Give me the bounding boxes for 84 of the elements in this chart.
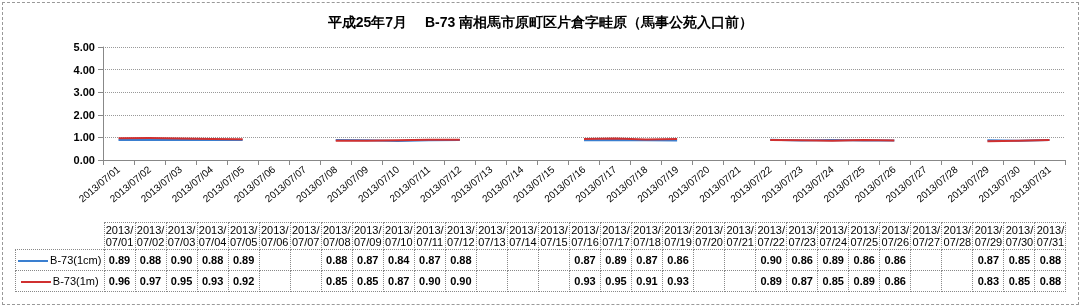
data-label: 0.90 [414, 270, 446, 292]
data-label: 0.88 [321, 249, 353, 271]
data-label: 0.88 [445, 249, 477, 271]
data-label: 0.88 [1034, 270, 1066, 292]
category-label: 2013/07/05 [229, 224, 258, 248]
category-label: 2013/07/27 [912, 224, 941, 248]
chart-title: 平成25年7月 B-73 南相馬市原町区片倉字畦原（馬事公苑入口前） [326, 14, 754, 30]
category-label: 2013/07/28 [943, 224, 972, 248]
category-label: 2013/07/18 [633, 224, 661, 248]
data-label: 0.89 [755, 270, 787, 292]
data-label: 0.88 [1034, 249, 1066, 271]
y-tick-label: 2.00 [73, 108, 95, 121]
data-label: 0.86 [879, 249, 911, 271]
category-label: 2013/07/21 [726, 224, 754, 248]
category-label: 2013/07/03 [167, 224, 196, 248]
data-label: 0.86 [662, 249, 694, 271]
category-label: 2013/07/30 [1005, 224, 1034, 248]
data-label: 0.89 [600, 249, 632, 271]
y-tick-label: 5.00 [73, 41, 95, 53]
data-label: 0.85 [352, 270, 384, 292]
y-tick-label: 1.00 [73, 131, 95, 144]
category-label: 2013/07/19 [664, 224, 692, 248]
data-label: 0.95 [166, 270, 198, 292]
data-label: 0.86 [786, 249, 818, 271]
data-label: 0.87 [786, 270, 818, 292]
category-label: 2013/07/14 [509, 224, 537, 248]
data-label: 0.90 [445, 270, 477, 292]
data-label: 0.87 [352, 249, 384, 271]
data-label: 0.87 [569, 249, 601, 271]
data-label: 0.89 [848, 270, 880, 292]
category-label: 2013/07/22 [757, 224, 785, 248]
category-label: 2013/07/26 [881, 224, 910, 248]
data-label: 0.85 [1003, 270, 1035, 292]
legend-label: B-73(1m) [15, 270, 104, 292]
y-tick-label: 4.00 [73, 63, 95, 76]
data-label: 0.95 [600, 270, 632, 292]
data-label: 0.90 [755, 249, 787, 271]
data-label: 0.91 [631, 270, 663, 292]
category-label: 2013/07/17 [602, 224, 630, 248]
category-label: 2013/07/01 [105, 224, 134, 248]
data-label: 0.85 [1003, 249, 1035, 271]
data-label: 0.86 [879, 270, 911, 292]
legend-label: B-73(1cm) [15, 249, 104, 271]
category-label: 2013/07/31 [1036, 224, 1065, 248]
data-label: 0.89 [817, 249, 849, 271]
data-label: 0.87 [414, 249, 446, 271]
category-label: 2013/07/12 [447, 224, 475, 248]
category-label: 2013/07/08 [322, 224, 351, 248]
data-label: 0.88 [135, 249, 167, 271]
data-label: 0.89 [104, 249, 136, 271]
category-label: 2013/07/16 [571, 224, 599, 248]
category-label: 2013/07/29 [974, 224, 1003, 248]
category-label: 2013/07/07 [291, 224, 320, 248]
category-label: 2013/07/25 [850, 224, 879, 248]
data-label: 0.86 [848, 249, 880, 271]
data-label: 0.90 [166, 249, 198, 271]
category-label: 2013/07/15 [540, 224, 568, 248]
category-label: 2013/07/02 [136, 224, 165, 248]
category-label: 2013/07/06 [260, 224, 289, 248]
category-label: 2013/07/10 [385, 224, 413, 248]
category-label: 2013/07/11 [416, 224, 444, 248]
data-label: 0.87 [383, 270, 415, 292]
data-label: 0.93 [569, 270, 601, 292]
category-label: 2013/07/24 [819, 224, 847, 248]
category-label: 2013/07/23 [788, 224, 816, 248]
category-label: 2013/07/13 [478, 224, 506, 248]
data-label: 0.96 [104, 270, 136, 292]
data-label: 0.87 [631, 249, 663, 271]
data-label: 0.85 [817, 270, 849, 292]
data-label: 0.97 [135, 270, 167, 292]
data-label: 0.93 [197, 270, 229, 292]
category-label: 2013/07/04 [198, 224, 227, 248]
data-label: 0.84 [383, 249, 415, 271]
data-label: 0.83 [972, 270, 1004, 292]
data-label: 0.85 [321, 270, 353, 292]
data-label: 0.88 [197, 249, 229, 271]
data-label: 0.92 [228, 270, 260, 292]
category-label: 2013/07/09 [354, 224, 382, 248]
category-label: 2013/07/20 [695, 224, 723, 248]
data-label: 0.93 [662, 270, 694, 292]
data-label: 0.89 [228, 249, 260, 271]
y-tick-label: 0.00 [73, 154, 95, 166]
y-tick-label: 3.00 [73, 86, 95, 99]
data-label: 0.87 [972, 249, 1004, 271]
